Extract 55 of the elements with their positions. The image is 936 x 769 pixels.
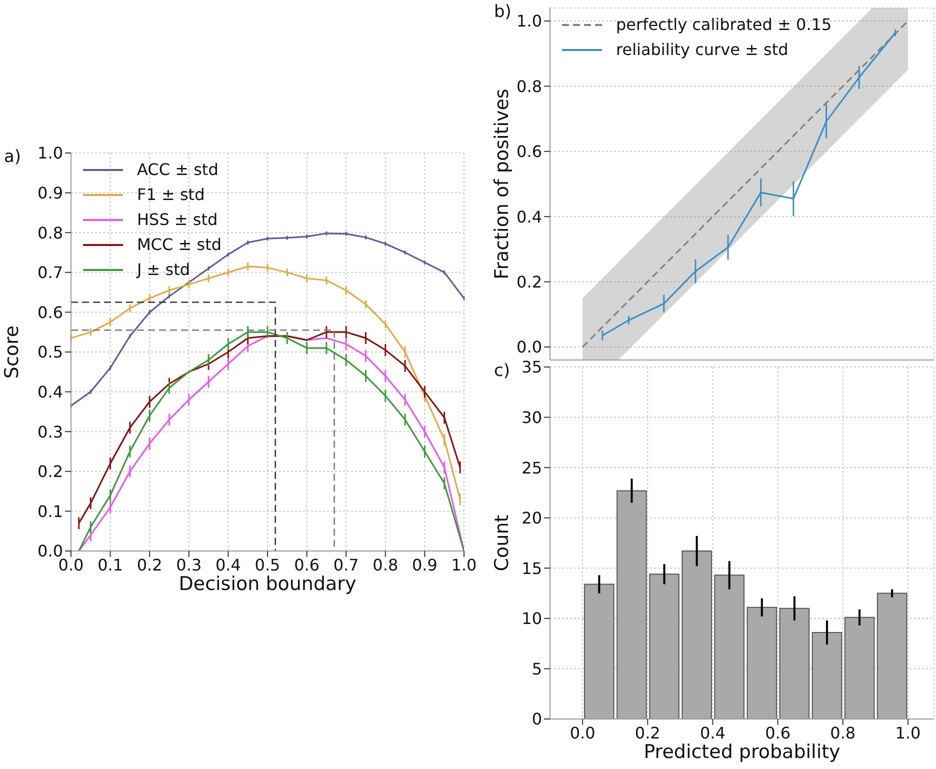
x-tick-label: 0.7 bbox=[333, 555, 359, 574]
x-tick-label: 0.6 bbox=[765, 723, 791, 742]
legend-label: ACC ± std bbox=[137, 159, 218, 181]
legend-label: reliability curve ± std bbox=[616, 39, 788, 61]
x-tick-label: 0.4 bbox=[700, 723, 726, 742]
x-tick-label: 0.0 bbox=[570, 723, 596, 742]
x-tick-label: 0.8 bbox=[372, 555, 398, 574]
y-tick-label: 0.2 bbox=[38, 462, 63, 482]
y-tick-label: 10 bbox=[522, 609, 542, 628]
y-tick-label: 35 bbox=[522, 358, 542, 377]
y-axis-title: Score bbox=[1, 325, 23, 379]
y-axis-title: Fraction of positives bbox=[491, 88, 513, 280]
y-tick-label: 0.2 bbox=[516, 272, 542, 292]
y-tick-label: 0.9 bbox=[38, 183, 63, 202]
legend-label: MCC ± std bbox=[137, 234, 222, 256]
x-tick-label: 0.2 bbox=[634, 723, 660, 742]
y-tick-label: 20 bbox=[522, 508, 542, 528]
x-tick-label: 0.6 bbox=[294, 555, 320, 574]
y-tick-label: 0.8 bbox=[38, 223, 63, 242]
legend-label: J ± std bbox=[137, 259, 190, 281]
y-tick-label: 0.1 bbox=[38, 502, 63, 521]
x-tick-label: 0.2 bbox=[136, 555, 162, 574]
y-tick-label: 0.5 bbox=[38, 342, 63, 362]
y-tick-label: 25 bbox=[522, 458, 542, 478]
y-tick-label: 1.0 bbox=[38, 144, 63, 163]
y-tick-label: 30 bbox=[522, 408, 542, 427]
y-tick-label: 0 bbox=[532, 710, 542, 729]
x-tick-label: 1.0 bbox=[451, 555, 477, 574]
legend-label: F1 ± std bbox=[137, 184, 205, 206]
x-tick-label: 1.0 bbox=[895, 723, 921, 742]
y-axis-title: Count bbox=[491, 514, 513, 572]
text: b) bbox=[494, 2, 512, 22]
x-tick-label: 0.5 bbox=[254, 555, 280, 574]
y-tick-label: 0.8 bbox=[516, 76, 542, 96]
x-axis-title: Predicted probability bbox=[642, 741, 842, 763]
y-tick-label: 15 bbox=[522, 558, 542, 578]
legend-label: HSS ± std bbox=[137, 209, 218, 231]
y-tick-label: 0.6 bbox=[516, 142, 542, 162]
text: c) bbox=[494, 361, 510, 381]
y-tick-label: 0.4 bbox=[38, 382, 63, 402]
y-tick-label: 0.0 bbox=[516, 338, 542, 357]
legend-label: perfectly calibrated ± 0.15 bbox=[616, 14, 832, 36]
x-tick-label: 0.4 bbox=[215, 555, 241, 574]
y-tick-label: 0.6 bbox=[38, 302, 63, 322]
x-tick-label: 0.9 bbox=[412, 555, 438, 574]
y-tick-label: 0.3 bbox=[38, 422, 63, 442]
y-tick-label: 0.4 bbox=[516, 207, 542, 226]
x-tick-label: 0.1 bbox=[98, 555, 124, 574]
y-tick-label: 0.7 bbox=[38, 263, 63, 282]
x-tick-label: 0.3 bbox=[176, 555, 202, 574]
x-tick-label: 0.8 bbox=[830, 723, 856, 742]
text: a) bbox=[4, 147, 22, 167]
x-axis-title: Decision boundary bbox=[178, 573, 358, 595]
y-tick-label: 5 bbox=[532, 659, 542, 678]
y-tick-label: 1.0 bbox=[516, 12, 542, 31]
